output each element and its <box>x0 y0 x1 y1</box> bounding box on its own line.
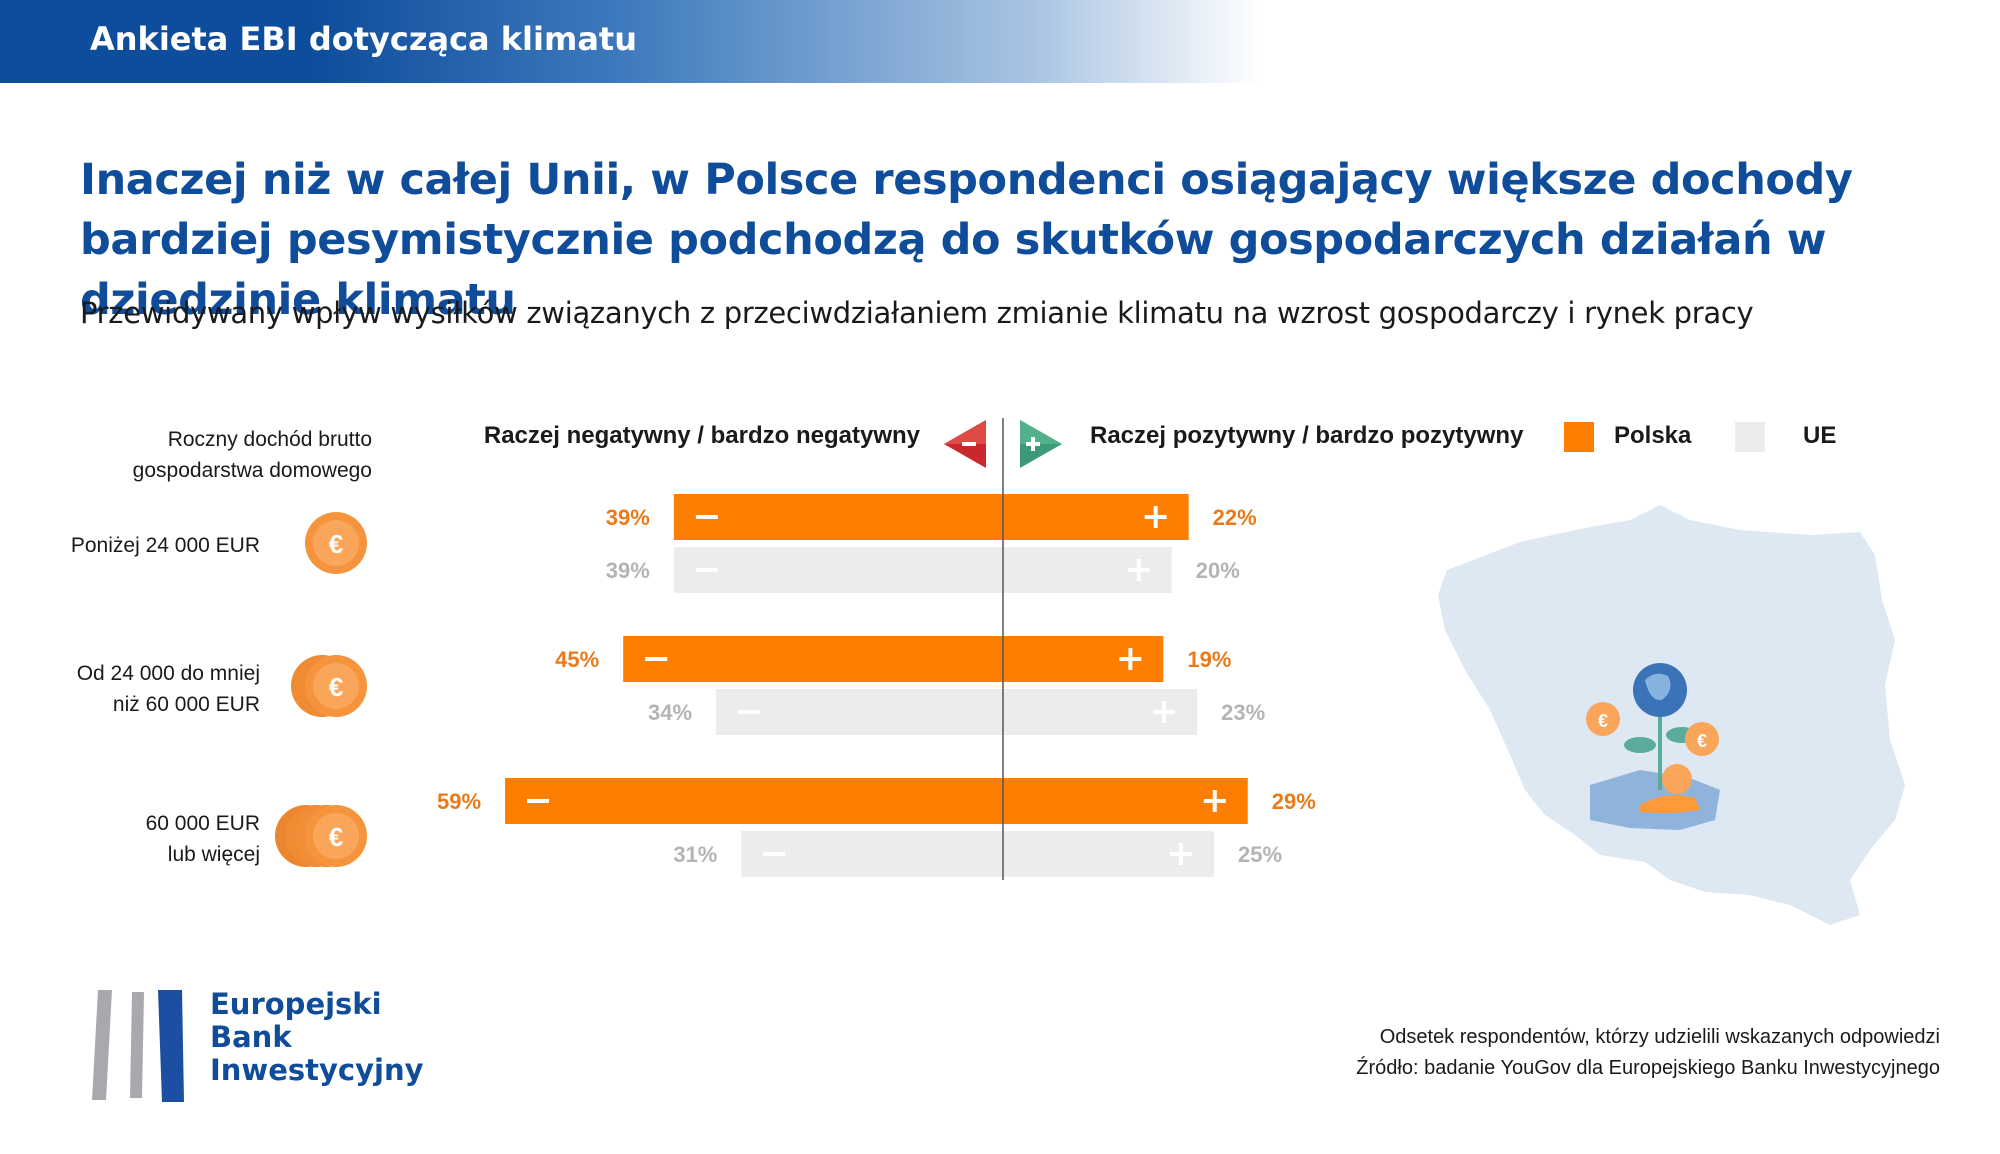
legend-swatch-ue <box>1735 422 1765 452</box>
logo-line-1: Europejski <box>210 987 382 1021</box>
legend-label-polska: Polska <box>1614 422 1692 449</box>
bar-minus-sign <box>527 799 550 803</box>
negative-header: Raczej negatywny / bardzo negatywny <box>483 422 920 449</box>
row-header-line-2: gospodarstwa domowego <box>132 459 372 482</box>
header-banner <box>0 0 1260 83</box>
data-label-positive: 20% <box>1196 558 1240 583</box>
category-label-2-line-2: niż 60 000 EUR <box>112 693 260 716</box>
data-label-positive: 23% <box>1221 700 1265 725</box>
page-title: Inaczej niż w całej Unii, w Polsce respo… <box>80 155 1853 325</box>
bar-minus-sign <box>645 657 668 661</box>
bar-minus-sign <box>738 710 761 714</box>
bar-minus-sign <box>695 568 718 572</box>
bar-polska-2 <box>623 636 1164 682</box>
data-label-negative: 39% <box>606 505 650 530</box>
category-label-3-line-1: 60 000 EUR <box>145 812 260 835</box>
bar-plus-sign <box>1153 506 1158 528</box>
category-label-3-line-2: lub więcej <box>167 843 260 866</box>
svg-text:€: € <box>329 822 343 852</box>
plus-arrow-icon <box>1020 420 1062 468</box>
bar-ue-1 <box>673 547 1172 593</box>
bar-ue-2 <box>716 689 1198 735</box>
bar-minus-sign <box>695 515 718 519</box>
page-subtitle: Przewidywany wpływ wysiłków związanych z… <box>80 296 1754 330</box>
category-label-2: Od 24 000 do mniej niż 60 000 EUR <box>77 658 260 720</box>
category-label-1-line-1: Poniżej 24 000 EUR <box>70 534 260 557</box>
eib-logo-text: Europejski Bank Inwestycyjny <box>210 988 424 1087</box>
svg-text:€: € <box>1697 731 1707 751</box>
bar-polska-1 <box>673 494 1189 540</box>
legend-label-ue: UE <box>1803 422 1837 449</box>
positive-header: Raczej pozytywny / bardzo pozytywny <box>1090 422 1524 449</box>
bar-plus-sign <box>1128 648 1133 670</box>
data-label-negative: 39% <box>606 558 650 583</box>
data-label-positive: 29% <box>1272 789 1316 814</box>
data-label-positive: 19% <box>1187 647 1231 672</box>
category-label-2-line-1: Od 24 000 do mniej <box>76 662 260 685</box>
svg-text:€: € <box>329 529 343 559</box>
header-title: Ankieta EBI dotycząca klimatu <box>90 20 637 58</box>
data-label-positive: 25% <box>1238 842 1282 867</box>
logo-line-3: Inwestycyjny <box>210 1053 424 1087</box>
category-label-1: Poniżej 24 000 EUR <box>71 530 260 561</box>
row-header: Roczny dochód brutto gospodarstwa domowe… <box>133 424 372 486</box>
data-label-positive: 22% <box>1213 505 1257 530</box>
euro-coin-icon-mid: € <box>291 655 367 717</box>
logo-line-2: Bank <box>210 1020 292 1054</box>
bar-plus-sign <box>1162 701 1167 723</box>
bar-ue-3 <box>741 831 1214 877</box>
category-label-3: 60 000 EUR lub więcej <box>146 808 260 870</box>
svg-text:€: € <box>329 672 343 702</box>
bar-plus-sign <box>1212 790 1217 812</box>
bar-polska-3 <box>505 778 1248 824</box>
svg-text:€: € <box>1598 711 1608 731</box>
eib-logo-icon <box>92 990 184 1102</box>
euro-coin-icon-high: € <box>275 805 367 867</box>
legend-swatch-polska <box>1564 422 1594 452</box>
footer-source: Źródło: badanie YouGov dla Europejskiego… <box>1356 1057 1940 1079</box>
minus-arrow-icon <box>944 420 986 468</box>
bar-minus-sign <box>763 852 786 856</box>
data-label-negative: 34% <box>648 700 692 725</box>
data-label-negative: 59% <box>437 789 481 814</box>
footer-note: Odsetek respondentów, którzy udzielili w… <box>1379 1026 1940 1048</box>
euro-coin-icon-low: € <box>305 512 367 574</box>
bar-plus-sign <box>1179 843 1183 865</box>
poland-map-icon: € € <box>1438 505 1905 925</box>
data-label-negative: 45% <box>555 647 599 672</box>
bar-plus-sign <box>1136 559 1141 581</box>
data-label-negative: 31% <box>673 842 717 867</box>
row-header-line-1: Roczny dochód brutto <box>167 428 372 451</box>
